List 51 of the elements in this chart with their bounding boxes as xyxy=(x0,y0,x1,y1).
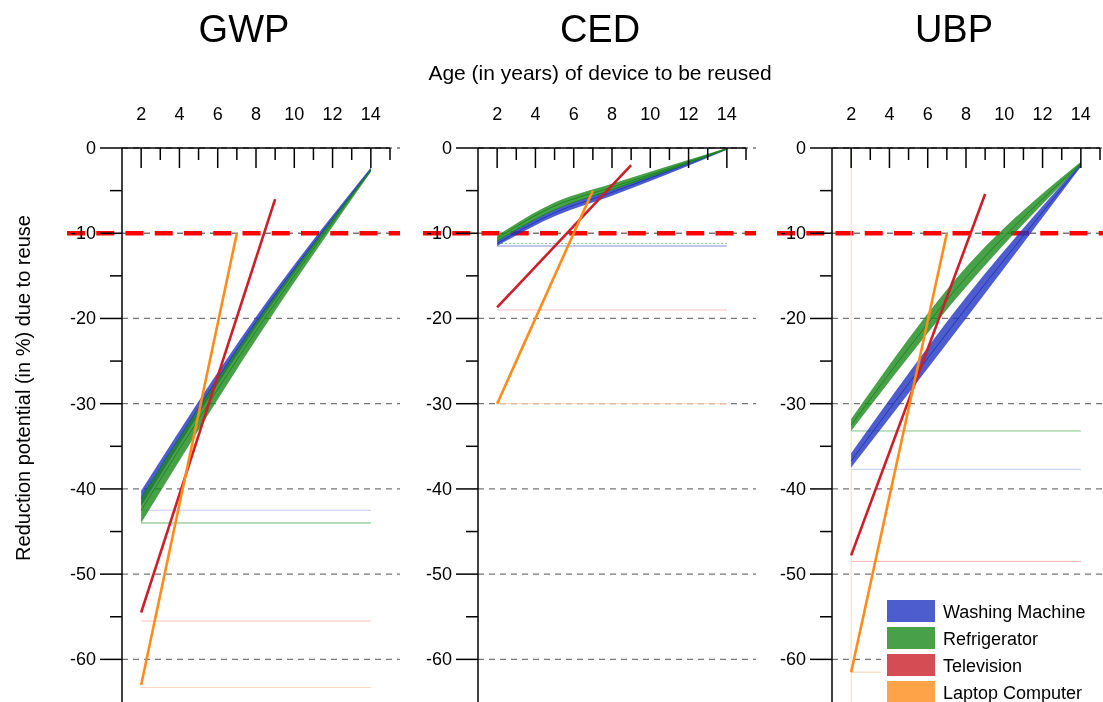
x-tick-label: 6 xyxy=(212,104,223,124)
y-tick-label: -40 xyxy=(779,478,806,499)
y-tick-label: -20 xyxy=(779,308,806,329)
x-tick-label: 12 xyxy=(678,104,699,124)
y-tick-label: -30 xyxy=(69,393,96,414)
y-tick-label: 0 xyxy=(441,138,452,158)
x-tick-label: 10 xyxy=(640,104,661,124)
y-tick-label: -60 xyxy=(69,649,96,670)
y-tick-label: -50 xyxy=(779,564,806,585)
x-tick-label: 2 xyxy=(492,104,503,124)
y-tick-label: 0 xyxy=(795,138,806,158)
x-tick-label: 4 xyxy=(884,104,895,124)
x-tick-label: 2 xyxy=(846,104,857,124)
x-tick-label: 12 xyxy=(322,104,343,124)
y-tick-label: 0 xyxy=(85,138,96,158)
y-tick-label: -60 xyxy=(779,649,806,670)
x-tick-label: 4 xyxy=(530,104,541,124)
y-tick-label: -60 xyxy=(425,649,452,670)
x-tick-label: 8 xyxy=(960,104,972,124)
x-tick-label: 6 xyxy=(922,104,933,124)
x-tick-label: 14 xyxy=(360,104,381,124)
y-tick-label: -40 xyxy=(425,478,452,499)
x-tick-label: 10 xyxy=(284,104,305,124)
x-tick-label: 8 xyxy=(606,104,618,124)
y-tick-label: -10 xyxy=(69,223,96,244)
legend-label: Laptop Computer xyxy=(943,683,1083,702)
legend-label: Television xyxy=(943,656,1023,676)
y-tick-label: -20 xyxy=(425,308,452,329)
x-axis-title: Age (in years) of device to be reused xyxy=(428,61,772,84)
y-tick-label: -50 xyxy=(69,564,96,585)
y-tick-label: -50 xyxy=(425,564,452,585)
y-tick-label: -40 xyxy=(69,478,96,499)
chart-title: UBP xyxy=(914,8,994,50)
y-axis-title: Reduction potential (in %) due to reuse xyxy=(12,215,34,561)
x-tick-label: 12 xyxy=(1032,104,1053,124)
x-tick-label: 10 xyxy=(994,104,1015,124)
y-tick-label: -10 xyxy=(779,223,806,244)
x-tick-label: 4 xyxy=(174,104,185,124)
y-tick-label: -30 xyxy=(779,393,806,414)
y-tick-label: -30 xyxy=(425,393,452,414)
legend-label: Refrigerator xyxy=(943,629,1039,649)
x-tick-label: 14 xyxy=(716,104,737,124)
x-tick-label: 8 xyxy=(250,104,262,124)
chart-title: GWP xyxy=(198,8,290,50)
x-tick-label: 6 xyxy=(568,104,579,124)
chart-title: CED xyxy=(559,8,641,50)
legend-label: Washing Machine xyxy=(943,602,1086,622)
x-tick-label: 14 xyxy=(1070,104,1091,124)
x-tick-label: 2 xyxy=(136,104,147,124)
y-tick-label: -10 xyxy=(425,223,452,244)
y-tick-label: -20 xyxy=(69,308,96,329)
